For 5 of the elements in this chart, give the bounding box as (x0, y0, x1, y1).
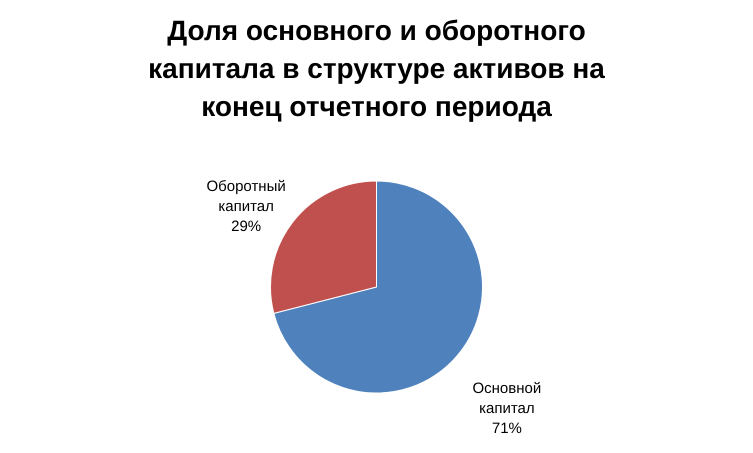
slice-label: Основной капитал (472, 380, 542, 418)
chart-title: Доля основного и оборотного капитала в структуре активов на конец отчетного периода (148, 15, 606, 122)
data-label: 29% (231, 218, 262, 235)
data-label: 71% (492, 420, 522, 438)
slice-label: Оборотный капитал (206, 178, 286, 215)
